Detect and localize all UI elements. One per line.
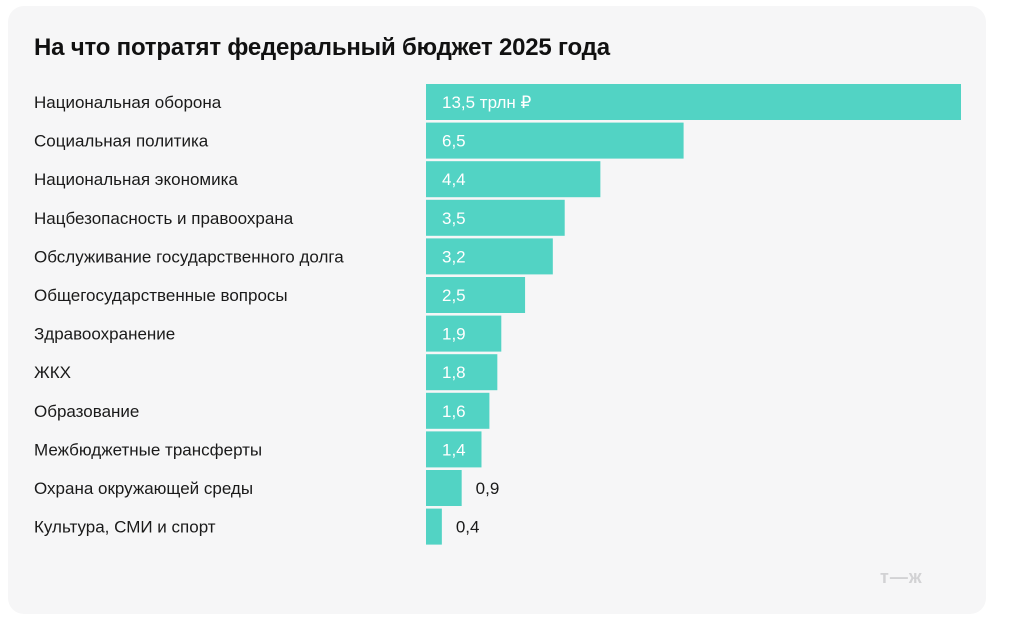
bar [426,277,526,313]
bar [426,431,482,468]
value-label: 0,4 [456,518,480,537]
category-label: Образование [34,402,139,421]
bar [426,84,961,120]
value-label: 3,5 [442,209,466,228]
chart-title: На что потратят федеральный бюджет 2025 … [34,34,610,61]
bar [426,392,490,429]
value-label: 1,4 [442,440,466,459]
category-label: Культура, СМИ и спорт [34,518,216,537]
bar [426,315,502,352]
value-label: 13,5 трлн ₽ [442,93,532,112]
value-label: 4,4 [442,170,466,189]
value-label: 1,6 [442,402,466,421]
category-label: Нацбезопасность и правоохрана [34,209,294,228]
value-label: 1,8 [442,363,466,382]
category-label: Общегосударственные вопросы [34,286,288,305]
bar [426,161,601,198]
bar [426,354,498,391]
value-label: 2,5 [442,286,466,305]
value-label: 0,9 [476,479,500,498]
category-label: Социальная политика [34,132,209,151]
bar [426,199,565,236]
bar [426,508,442,545]
category-label: Национальная экономика [34,170,238,189]
value-label: 1,9 [442,325,466,344]
bar [426,238,553,275]
value-label: 3,2 [442,247,466,266]
category-label: Межбюджетные трансферты [34,440,262,459]
category-label: Охрана окружающей среды [34,479,253,498]
value-label: 6,5 [442,132,466,151]
tzh-logo: т—ж [880,567,923,587]
bar [426,122,684,159]
bar [426,470,462,506]
category-label: ЖКХ [34,363,71,382]
category-label: Обслуживание государственного долга [34,247,344,266]
category-label: Здравоохранение [34,325,175,344]
category-label: Национальная оборона [34,93,222,112]
